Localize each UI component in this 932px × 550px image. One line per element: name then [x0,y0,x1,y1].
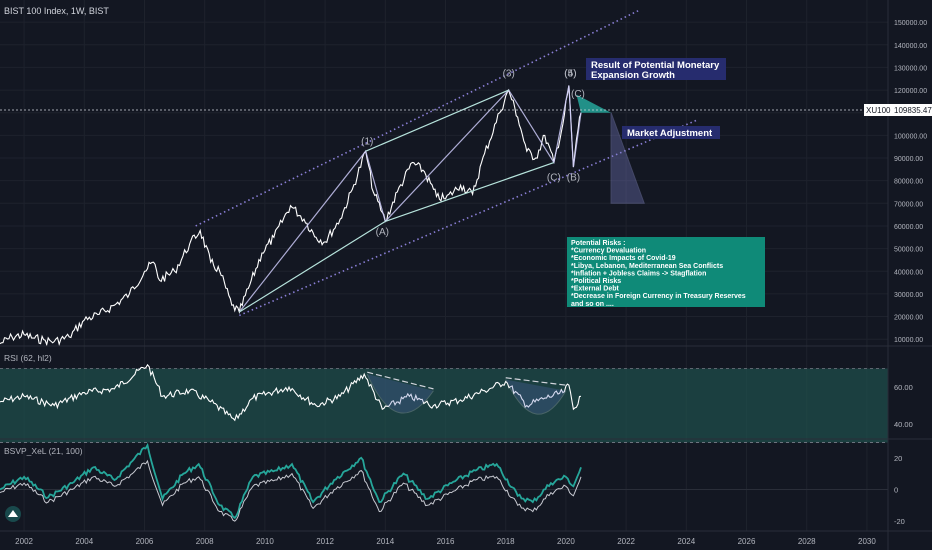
risk-line: *Decrease in Foreign Currency in Treasur… [571,293,746,300]
time-tick-label: 2016 [437,537,455,546]
rsi-cup-pattern [505,379,567,415]
market-adjustment-label[interactable]: Market Adjustment [622,126,720,139]
bsvp-lines [0,442,888,522]
bsvp-series-main [0,442,582,520]
adjustment-label-box [622,126,720,139]
wave-connector-a-c [385,161,555,222]
rsi-band-fill [0,368,888,443]
price-tick-label: 90000.00 [894,156,923,163]
risks-box [567,237,765,307]
price-tick-label: 10000.00 [894,337,923,344]
rsi-band [0,368,888,443]
projection-shapes [576,94,645,204]
risk-line: and so on .... [571,301,614,308]
time-tick-label: 2018 [497,537,515,546]
monetary-title-line2: Expansion Growth [591,70,675,81]
rsi-label: RSI (62, hl2) [4,353,52,363]
price-tick-label: 40000.00 [894,269,923,276]
channel-upper-line [195,10,639,227]
bsvp-label: BSVP_XeL (21, 100) [4,446,83,456]
monetary-expansion-label[interactable]: Result of Potential Monetary Expansion G… [586,58,726,81]
chart-title: BIST 100 Index, 1W, BIST [4,6,109,16]
bsvp-tick-label: 20 [894,454,902,463]
wave-label: (3) [503,68,515,79]
price-tick-label: 60000.00 [894,224,923,231]
monetary-label-box [586,58,726,80]
risk-line: *Economic Impacts of Covid-19 [571,255,676,262]
bsvp-tick-label: 0 [894,485,898,494]
wave-label: (5) [564,68,576,79]
wave-path [238,85,582,313]
rsi-line [0,363,582,422]
last-price-box [864,104,932,116]
rsi-divergence-line [367,371,434,390]
risk-line: *External Debt [571,286,620,293]
monetary-title-line1: Result of Potential Monetary [591,60,720,71]
risk-line: *Inflation + Jobless Claims -> Stagflati… [571,270,706,277]
price-tick-label: 150000.00 [894,20,927,27]
price-tick-label: 30000.00 [894,292,923,299]
risk-line: *Libya, Lebanon, Mediterranean Sea Confl… [571,263,723,270]
risks-text: Potential Risks :*Currency Devaluation*E… [571,240,746,308]
last-price-symbol: XU100 [866,106,891,115]
rsi-divergence-line [505,377,566,386]
risk-line: *Currency Devaluation [571,248,646,255]
time-tick-label: 2022 [617,537,635,546]
price-tick-label: 80000.00 [894,179,923,186]
time-tick-label: 2026 [738,537,756,546]
time-tick-label: 2002 [15,537,33,546]
wave-label: (1) [361,136,373,147]
last-price-tag[interactable]: XU100 109835.47 [0,104,932,116]
wave-label: (A) [376,227,389,238]
rsi-tick-label: 40.00 [894,420,913,429]
bsvp-tick-label: -20 [894,517,905,526]
wave-connector-1-3 [365,89,509,152]
elliott-wave-path [238,85,582,313]
time-tick-label: 2030 [858,537,876,546]
price-tick-label: 70000.00 [894,201,923,208]
time-tick-label: 2024 [677,537,695,546]
wave-label: (C) [547,173,561,184]
price-tick-label: 50000.00 [894,247,923,254]
risk-line: *Political Risks [571,278,621,285]
risk-line: Potential Risks : [571,240,625,247]
trend-channel [195,10,699,317]
wave-labels: (1) (A) (3) (5)(4) (C) (C) (B) [361,68,585,238]
time-tick-label: 2028 [798,537,816,546]
rsi-cup-pattern [366,373,434,414]
adjustment-projection-triangle [610,112,645,204]
bsvp-series-signal [0,459,582,522]
tradingview-logo-icon[interactable] [5,506,21,522]
last-price-value: 109835.47 [894,106,932,115]
price-tick-label: 130000.00 [894,65,927,72]
time-tick-label: 2010 [256,537,274,546]
potential-risks-note[interactable]: Potential Risks :*Currency Devaluation*E… [567,237,765,308]
time-tick-label: 2020 [557,537,575,546]
price-tick-label: 20000.00 [894,315,923,322]
price-series-line [0,85,582,347]
rsi-series-line [0,363,582,422]
price-tick-label: 140000.00 [894,43,927,50]
wave-label: (C) [571,89,585,100]
price-tick-label: 100000.00 [894,133,927,140]
wave-connector-base [238,220,386,313]
wave-label: (B) [567,173,580,184]
price-tick-label: 120000.00 [894,88,927,95]
growth-projection-triangle [576,94,612,113]
time-tick-label: 2014 [376,537,394,546]
adjustment-title: Market Adjustment [627,128,713,139]
rsi-tick-label: 60.00 [894,383,913,392]
wave-label: (4) [564,68,576,79]
price-line [0,85,582,347]
time-tick-label: 2008 [196,537,214,546]
time-tick-label: 2004 [75,537,93,546]
time-tick-label: 2012 [316,537,334,546]
time-tick-label: 2006 [136,537,154,546]
